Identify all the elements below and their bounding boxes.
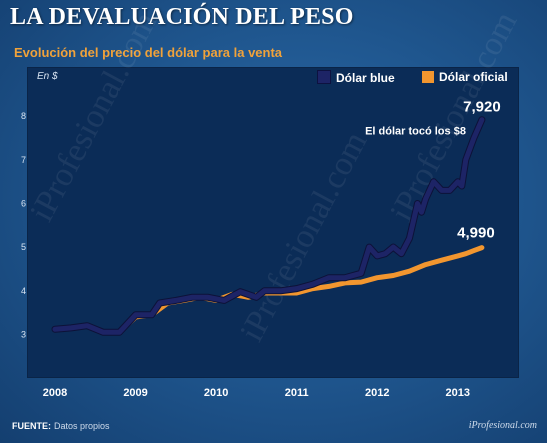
y-tick-label: 7 <box>21 155 26 165</box>
x-tick-label: 2013 <box>446 387 470 399</box>
end-label-blue: 7,920 <box>463 99 501 116</box>
legend-item-orange: Dólar oficial <box>422 70 508 84</box>
annotation-text: El dólar tocó los $8 <box>365 126 466 138</box>
legend-swatch-orange <box>422 71 434 83</box>
y-tick-label: 8 <box>21 111 26 121</box>
x-tick-label: 2011 <box>285 387 309 399</box>
x-tick-label: 2009 <box>123 387 147 399</box>
y-tick-label: 3 <box>21 329 26 339</box>
plot-panel <box>27 67 519 378</box>
chart-subtitle: Evolución del precio del dólar para la v… <box>14 45 283 60</box>
legend-label-blue: Dólar blue <box>336 71 395 85</box>
x-axis: 2008 2009 2010 2011 2012 2013 <box>43 387 470 399</box>
legend-swatch-blue <box>317 70 331 84</box>
y-axis: 3 4 5 6 7 8 <box>21 111 26 339</box>
legend-label-orange: Dólar oficial <box>439 70 508 84</box>
y-unit-label: En $ <box>37 71 58 82</box>
page-title: LA DEVALUACIÓN DEL PESO <box>10 4 354 30</box>
series-line-blue-outline <box>51 116 486 336</box>
x-tick-label: 2012 <box>365 387 389 399</box>
y-tick-label: 6 <box>21 198 26 208</box>
series-lines <box>51 116 486 336</box>
end-label-orange: 4,990 <box>457 225 495 242</box>
series-line-blue <box>52 117 485 335</box>
legend-item-blue: Dólar blue <box>317 70 395 85</box>
footer-source: FUENTE: Datos propios <box>12 421 110 431</box>
footer-brand: iProfesional.com <box>468 420 537 431</box>
data-labels: 7,920 4,990 El dólar tocó los $8 <box>365 99 501 242</box>
x-tick-label: 2010 <box>204 387 228 399</box>
y-tick-label: 4 <box>21 286 26 296</box>
y-tick-label: 5 <box>21 242 26 252</box>
source-label: FUENTE: <box>12 421 51 431</box>
source-text: Datos propios <box>54 421 110 431</box>
x-tick-label: 2008 <box>43 387 67 399</box>
